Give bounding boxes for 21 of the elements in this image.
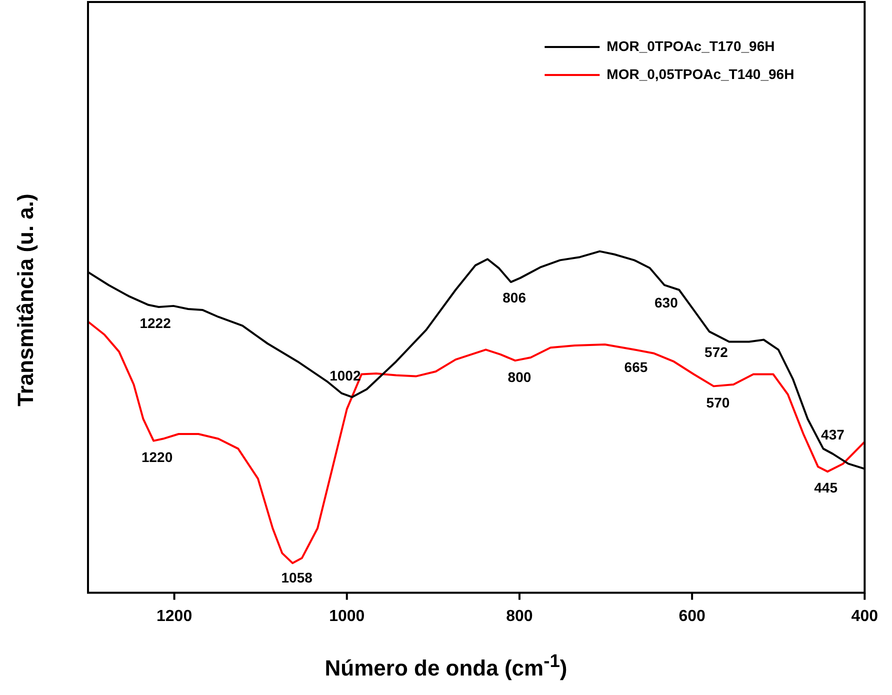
legend-label: MOR_0TPOAc_T170_96H [606, 38, 775, 54]
x-axis-title: Número de onda (cm$^{-1}$) [324, 650, 568, 682]
x-tick-label: 800 [506, 608, 533, 625]
x-tick-label: 400 [851, 608, 878, 625]
annotation: 570 [706, 394, 730, 411]
annotation: 572 [704, 344, 728, 360]
annotation: 1220 [141, 449, 173, 466]
annotation: 630 [654, 294, 678, 311]
annotation: 665 [624, 358, 648, 375]
x-tick-label: 600 [678, 608, 706, 625]
x-tick-label: 1200 [156, 608, 192, 625]
annotation: 1222 [140, 315, 172, 332]
annotation: 806 [502, 290, 526, 306]
annotation: 800 [508, 368, 532, 385]
annotation: 445 [814, 480, 838, 496]
legend-label: MOR_0,05TPOAc_T140_96H [606, 66, 794, 82]
y-axis-title: Transmitância (u. a.) [13, 194, 39, 406]
annotation: 1002 [330, 368, 361, 384]
annotation: 437 [821, 426, 845, 443]
annotation: 1058 [281, 570, 313, 586]
x-tick-label: 1000 [329, 608, 365, 625]
